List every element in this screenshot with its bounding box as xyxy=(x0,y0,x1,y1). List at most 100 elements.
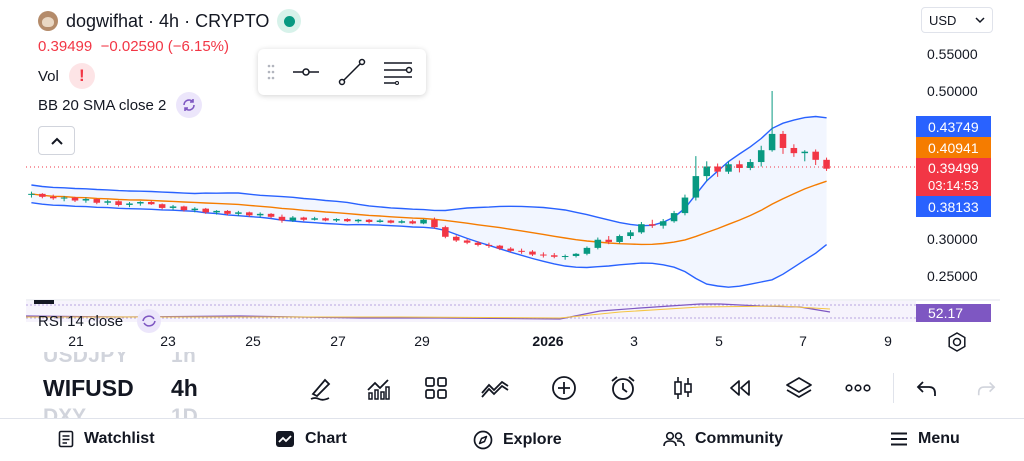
candle xyxy=(169,204,177,211)
currency-select[interactable]: USD xyxy=(921,7,993,33)
refresh-icon[interactable] xyxy=(176,92,203,118)
candle xyxy=(768,91,776,152)
nav-chart[interactable]: Chart xyxy=(275,430,347,448)
price-tick-label: 0.25000 xyxy=(927,268,978,284)
ticker-prev[interactable]: USDJPY 1h xyxy=(43,352,197,367)
brush-icon[interactable] xyxy=(306,373,336,403)
horizontal-line-icon[interactable] xyxy=(290,56,322,88)
nav-explore[interactable]: Explore xyxy=(473,430,562,450)
candle xyxy=(213,210,220,215)
settings-icon[interactable] xyxy=(946,331,968,353)
nav-community[interactable]: Community xyxy=(663,430,783,448)
candle xyxy=(442,225,449,239)
symbol-header[interactable]: dogwifhat · 4h · CRYPTO xyxy=(38,9,302,33)
candle xyxy=(540,252,547,258)
more-icon[interactable] xyxy=(843,373,873,403)
nav-menu[interactable]: Menu xyxy=(890,430,960,448)
nav-watchlist[interactable]: Watchlist xyxy=(58,430,155,448)
candle xyxy=(529,250,536,257)
candle xyxy=(256,212,264,218)
candle xyxy=(572,253,580,258)
candle xyxy=(714,163,721,177)
drag-handle-icon[interactable] xyxy=(266,56,276,88)
candle xyxy=(736,160,743,173)
compare-icon[interactable] xyxy=(480,373,510,403)
layout-grid-icon[interactable] xyxy=(421,373,451,403)
candle xyxy=(823,157,830,171)
symbol-title[interactable]: dogwifhat · 4h · CRYPTO xyxy=(66,10,270,31)
candle xyxy=(779,130,787,154)
collapse-legend-button[interactable] xyxy=(38,126,75,155)
bb-upper-tag: 0.43749 xyxy=(916,116,991,137)
candle xyxy=(300,216,308,222)
redo-icon[interactable] xyxy=(976,373,996,403)
candle xyxy=(703,161,711,182)
market-status-icon[interactable] xyxy=(277,9,302,33)
candle xyxy=(224,210,231,216)
indicators-icon[interactable] xyxy=(363,373,393,403)
warning-icon[interactable]: ! xyxy=(68,63,95,89)
alert-clock-icon[interactable] xyxy=(608,373,638,403)
candle xyxy=(659,219,667,229)
volume-indicator[interactable]: Vol ! xyxy=(38,63,95,89)
candle xyxy=(333,218,340,222)
drawing-toolbar[interactable] xyxy=(258,49,426,95)
candle xyxy=(60,196,68,202)
candle xyxy=(289,216,297,222)
undo-icon[interactable] xyxy=(912,373,942,403)
candle xyxy=(267,213,275,219)
trend-line-icon[interactable] xyxy=(336,56,368,88)
rsi-label: RSI 14 close xyxy=(38,313,123,330)
price-change: −0.02590 xyxy=(100,38,164,55)
time-axis-ticks: 21 23 25 27 29 2026 3 5 7 9 xyxy=(68,333,892,349)
current-symbol: WIFUSD xyxy=(43,375,134,401)
layers-icon[interactable] xyxy=(784,373,814,403)
candle xyxy=(311,216,318,221)
rsi-value-tag: 52.17 xyxy=(916,304,991,322)
candle xyxy=(801,150,809,162)
bar-countdown: 03:14:53 xyxy=(928,178,979,193)
menu-icon xyxy=(891,432,907,446)
candle xyxy=(507,247,514,253)
compass-icon xyxy=(473,430,493,450)
bottom-navigation: Watchlist Chart Explore Community Menu xyxy=(0,418,1024,461)
candles xyxy=(28,91,830,260)
candle xyxy=(692,156,700,201)
parallel-channel-icon[interactable] xyxy=(382,56,414,88)
time-tick-label: 21 xyxy=(68,333,84,349)
candle xyxy=(649,219,656,228)
candle xyxy=(49,194,57,200)
candle xyxy=(39,193,46,199)
candle xyxy=(452,235,460,242)
candle xyxy=(147,200,155,205)
candle xyxy=(278,214,286,223)
candle xyxy=(747,159,754,171)
replay-icon[interactable] xyxy=(725,373,755,403)
last-price-tag: 0.39499 03:14:53 xyxy=(916,158,991,196)
ticker-current[interactable]: WIFUSD 4h xyxy=(43,375,283,402)
candle xyxy=(420,219,427,225)
time-tick-label: 9 xyxy=(884,333,892,349)
candle xyxy=(790,144,798,157)
candle xyxy=(126,202,133,208)
time-tick-label: 2026 xyxy=(532,333,563,349)
bollinger-indicator[interactable]: BB 20 SMA close 2 xyxy=(38,92,203,118)
time-tick-label: 27 xyxy=(330,333,346,349)
candle xyxy=(670,210,678,223)
rsi-ma-line xyxy=(26,305,831,319)
price-tick-label: 0.50000 xyxy=(927,83,978,99)
candle xyxy=(431,217,438,229)
candles-icon[interactable] xyxy=(668,373,698,403)
chevron-up-icon xyxy=(50,137,63,145)
add-icon[interactable] xyxy=(549,373,579,403)
candle xyxy=(627,230,634,239)
current-interval[interactable]: 4h xyxy=(171,375,198,401)
bb-lower-tag: 0.38133 xyxy=(916,196,991,217)
candle xyxy=(409,219,416,225)
candle xyxy=(104,199,111,205)
candle xyxy=(518,248,525,254)
last-price: 0.39499 xyxy=(38,38,93,55)
candle xyxy=(681,194,689,216)
candle xyxy=(322,217,329,222)
ticker-next[interactable]: DXY 1D xyxy=(43,405,198,419)
